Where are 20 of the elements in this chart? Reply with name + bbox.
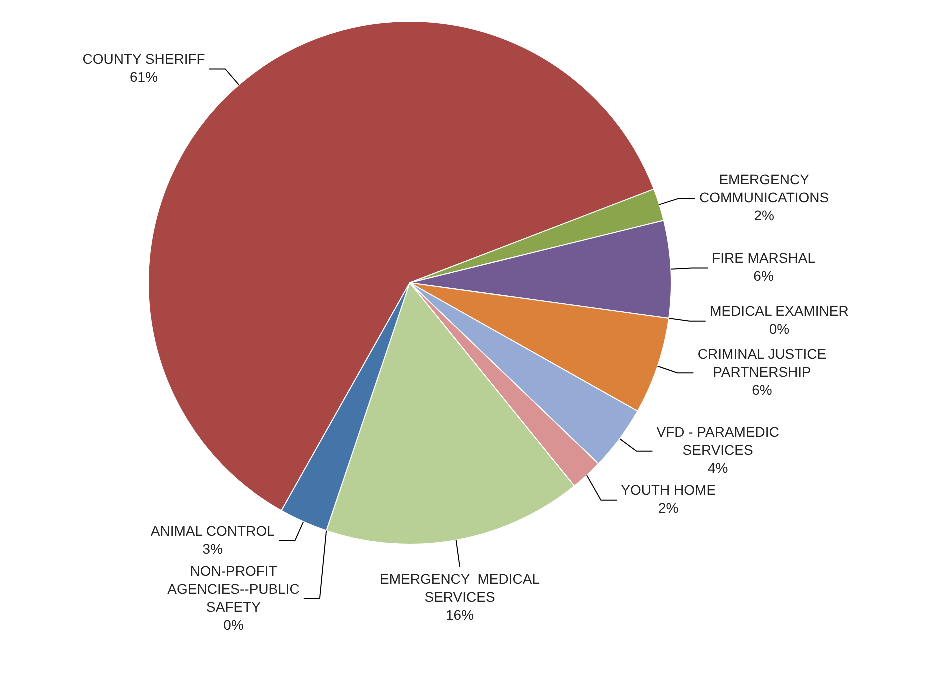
slice-label: ANIMAL CONTROL bbox=[150, 522, 276, 539]
text: 0% bbox=[224, 616, 244, 633]
legend-label: MEDICAL EXAMINER bbox=[710, 303, 849, 320]
data-label: 6% bbox=[752, 382, 772, 398]
slice-label: FIRE MARSHAL bbox=[712, 250, 816, 266]
slice-label: YOUTH HOME bbox=[621, 482, 716, 498]
data-label: 2% bbox=[658, 500, 679, 516]
data-label: 3% bbox=[202, 540, 224, 557]
slice-label: EMERGENCY COMMUNICATIONS bbox=[699, 171, 830, 206]
category-label: NON-PROFIT AGENCIES--PUBLIC SAFETY bbox=[168, 562, 300, 615]
data-label: 61% bbox=[130, 69, 158, 86]
text: 0% bbox=[769, 321, 790, 338]
slice-label: VFD - PARAMEDIC SERVICES bbox=[656, 424, 780, 458]
slice-label: COUNTY SHERIFF bbox=[82, 51, 206, 68]
slice-label: CRIMINAL JUSTICE PARTNERSHIP bbox=[698, 346, 827, 380]
data-label: 2% bbox=[754, 207, 774, 224]
slice-label: EMERGENCY MEDICAL SERVICES bbox=[380, 570, 540, 605]
data-label: 6% bbox=[754, 268, 774, 284]
data-label: 4% bbox=[708, 460, 728, 476]
data-label: 16% bbox=[446, 606, 474, 623]
